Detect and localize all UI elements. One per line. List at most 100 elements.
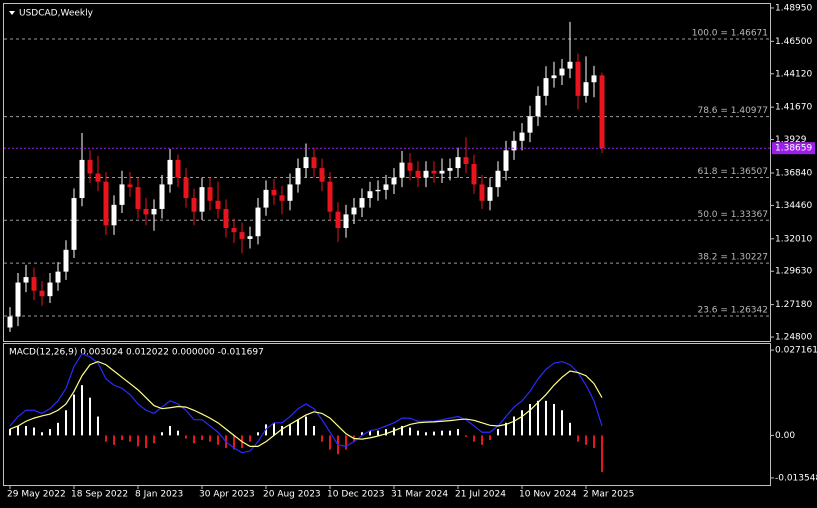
x-tick-label: 29 May 2022 (7, 490, 66, 500)
candle-body (71, 198, 77, 250)
candle-body (383, 184, 389, 190)
macd-histogram-bar (249, 435, 251, 442)
macd-histogram-bar (33, 427, 35, 436)
candle-body (543, 78, 549, 96)
macd-histogram-bar (97, 416, 99, 436)
macd-histogram-bar (385, 429, 387, 436)
candle-body (423, 170, 429, 178)
macd-histogram-bar (569, 422, 571, 436)
candle-body (47, 282, 53, 297)
macd-histogram-bar (401, 425, 403, 436)
candle-body (503, 150, 509, 171)
candle-body (487, 187, 493, 201)
candle-body (415, 170, 421, 178)
macd-signal-line (9, 360, 603, 447)
candle-body (279, 195, 285, 201)
macd-histogram-bar (81, 385, 83, 436)
x-tick-label: 10 Nov 2024 (519, 490, 577, 500)
macd-histogram-bar (521, 410, 523, 436)
candle-body (263, 189, 269, 208)
y-tick-label: 1.27180 (775, 300, 812, 310)
y-tick-label: 1.34460 (775, 201, 812, 211)
y-tick-label: 1.36840 (775, 168, 812, 178)
macd-histogram-bar (369, 430, 371, 436)
y-tick-label: 1.48950 (775, 3, 812, 13)
candle-body (23, 277, 29, 283)
macd-histogram-bar (593, 435, 595, 448)
fib-label: 23.6 = 1.26342 (697, 306, 768, 316)
candle-body (207, 187, 213, 201)
macd-histogram-bar (121, 435, 123, 441)
candle-body (431, 170, 437, 174)
macd-histogram-bar (25, 425, 27, 436)
macd-histogram-bar (553, 403, 555, 436)
candle-body (327, 181, 333, 212)
macd-histogram-bar (161, 432, 163, 436)
macd-y-tick-label: 0.00 (775, 431, 795, 441)
candle-body (551, 75, 557, 79)
candle-body (183, 177, 189, 199)
candle-body (135, 187, 141, 209)
current-price-box (772, 142, 815, 155)
y-tick-label: 1.44120 (775, 69, 812, 79)
candle-body (511, 140, 517, 151)
x-tick-label: 30 Apr 2023 (199, 490, 255, 500)
candle-body (479, 184, 485, 201)
macd-histogram-bar (193, 435, 195, 444)
macd-histogram-bar (289, 424, 291, 436)
macd-histogram-bar (49, 429, 51, 436)
macd-histogram-bar (201, 435, 203, 441)
y-tick-label: 1.3929 (775, 135, 807, 145)
macd-histogram-bar (577, 435, 579, 442)
candle-body (167, 159, 173, 185)
candle-body (295, 168, 301, 185)
fib-label: 38.2 = 1.30227 (697, 253, 768, 263)
candle-body (287, 184, 293, 201)
candle-body (39, 290, 45, 297)
candle-body (255, 207, 261, 237)
candle-body (143, 208, 149, 215)
candle-body (343, 214, 349, 229)
candle-body (335, 211, 341, 229)
macd-histogram-bar (473, 435, 475, 442)
macd-histogram-bar (433, 431, 435, 436)
candle-body (127, 184, 133, 188)
candle-body (247, 236, 253, 239)
candle-body (239, 232, 245, 239)
candle-body (111, 204, 117, 226)
candle-body (87, 159, 93, 174)
candle-body (271, 189, 277, 196)
candle-body (399, 162, 405, 178)
x-tick-label: 8 Jan 2023 (135, 490, 183, 500)
macd-histogram-bar (417, 430, 419, 436)
macd-histogram-bar (561, 410, 563, 436)
y-tick-label: 1.32010 (775, 234, 812, 244)
y-tick-label: 1.46500 (775, 37, 812, 47)
candle-body (463, 157, 469, 164)
x-tick-label: 31 Mar 2024 (391, 490, 448, 500)
macd-histogram-bar (41, 432, 43, 436)
candle-body (119, 184, 125, 205)
macd-histogram-bar (209, 435, 211, 442)
macd-histogram-bar (393, 427, 395, 436)
macd-histogram-bar (217, 435, 219, 445)
candle-body (599, 75, 605, 149)
macd-histogram-bar (153, 435, 155, 444)
x-tick-label: 10 Dec 2023 (327, 490, 385, 500)
macd-histogram-bar (377, 430, 379, 436)
macd-histogram-bar (481, 435, 483, 445)
macd-histogram-bar (177, 430, 179, 436)
macd-histogram-bar (89, 397, 91, 436)
chart-title: USDCAD,Weekly (19, 9, 94, 19)
x-tick-label: 21 Jul 2024 (455, 490, 506, 500)
candle-body (591, 75, 597, 83)
candle-body (447, 168, 453, 171)
macd-histogram-bar (105, 435, 107, 442)
macd-label: MACD(12,26,9) 0.003024 0.012022 0.000000… (9, 348, 264, 358)
macd-histogram-bar (497, 429, 499, 436)
current-price-label: 1.38659 (775, 144, 812, 154)
macd-histogram-bar (9, 429, 11, 436)
macd-histogram-bar (361, 432, 363, 436)
candle-body (63, 249, 69, 272)
macd-y-tick-label: -0.013548 (775, 473, 817, 483)
